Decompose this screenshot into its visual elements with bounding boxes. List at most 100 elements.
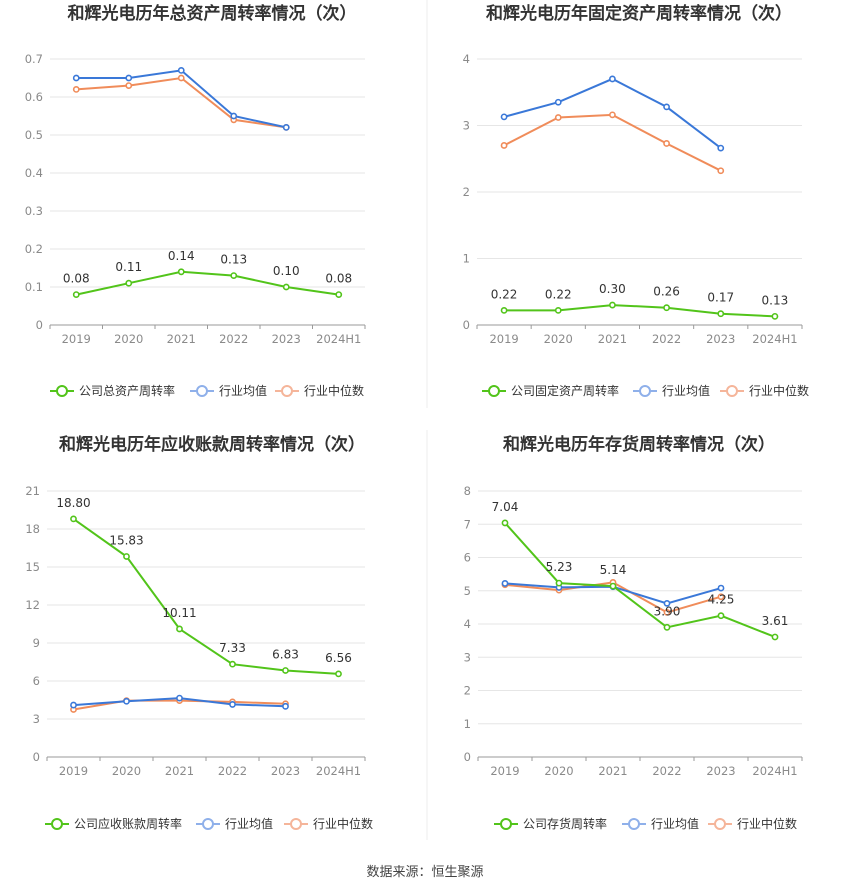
chart2-legend-label-3[interactable]: 行业中位数 — [749, 383, 809, 398]
chart1-y-tick-label: 0.1 — [25, 280, 43, 294]
chart2-y-tick-label: 0 — [463, 318, 470, 332]
chart2-legend-marker-2[interactable] — [639, 385, 651, 397]
chart4-series-point-2 — [717, 584, 725, 592]
chart4-series-point-3 — [717, 593, 725, 601]
chart2-series-point-2 — [500, 113, 508, 121]
chart2-series-point-2 — [663, 103, 670, 111]
chart3-series-point-2 — [176, 694, 183, 702]
data-source-note: 数据来源：恒生聚源 — [366, 865, 483, 880]
chart3-series-point-2 — [229, 701, 236, 708]
chart1-x-tick-label: 2024H1 — [316, 332, 361, 346]
chart1-data-label: 0.10 — [273, 264, 300, 278]
chart3-legend-label-1[interactable]: 公司应收账款周转率 — [74, 816, 182, 831]
chart3-y-tick-label: 12 — [25, 598, 40, 612]
chart4-series-line-1 — [504, 522, 776, 638]
chart4-x-tick-label: 2023 — [706, 764, 735, 778]
chart4-legend-label-3[interactable]: 行业中位数 — [737, 816, 797, 831]
chart1-data-label: 0.14 — [168, 249, 195, 263]
chart3-series-point-2 — [70, 701, 77, 709]
chart2-series-point-3 — [663, 140, 670, 147]
chart2-series-point-1 — [663, 304, 670, 312]
chart3-series-line-1 — [72, 518, 339, 675]
chart2-series-point-1 — [554, 306, 562, 314]
chart1-legend-marker-3[interactable] — [281, 385, 293, 397]
chart3-series-point-1 — [229, 660, 236, 668]
chart1-series-point-3 — [125, 82, 133, 89]
chart4-y-tick-label: 7 — [464, 517, 471, 531]
chart2-series-point-1 — [771, 312, 779, 320]
chart2-legend-marker-3[interactable] — [726, 385, 738, 397]
chart2-x-tick-label: 2022 — [652, 332, 681, 346]
chart1-y-tick-label: 0.3 — [25, 204, 43, 218]
chart3-data-label: 7.33 — [219, 641, 246, 655]
chart3-legend-marker-2[interactable] — [202, 818, 214, 830]
chart4-x-tick-label: 2021 — [598, 764, 627, 778]
chart1-y-tick-label: 0.7 — [25, 52, 43, 66]
chart4-data-label: 5.23 — [546, 560, 573, 574]
chart4-legend-marker-3[interactable] — [714, 818, 726, 830]
chart1-series-point-1 — [335, 291, 343, 298]
chart2-data-label: 0.17 — [707, 291, 734, 305]
chart3-x-tick-label: 2022 — [218, 764, 247, 778]
chart2-x-tick-label: 2023 — [706, 332, 735, 346]
chart4-series-point-2 — [663, 599, 671, 607]
chart4-legend-label-2[interactable]: 行业均值 — [651, 816, 699, 831]
chart3-legend-label-2[interactable]: 行业均值 — [225, 816, 273, 831]
chart3-title: 和辉光电历年应收账款周转率情况（次） — [59, 434, 365, 455]
chart1-legend-marker-1[interactable] — [56, 385, 68, 397]
chart2-series-point-3 — [500, 142, 508, 149]
chart2-title: 和辉光电历年固定资产周转率情况（次） — [486, 3, 792, 24]
chart1-series-point-1 — [72, 291, 80, 298]
chart3-data-label: 15.83 — [109, 533, 143, 547]
chart1-series-point-1 — [177, 268, 185, 276]
chart2-legend-label-2[interactable]: 行业均值 — [662, 383, 710, 398]
chart3-y-tick-label: 6 — [33, 674, 40, 688]
chart4-y-tick-label: 4 — [464, 617, 471, 631]
chart1-data-label: 0.13 — [220, 253, 247, 267]
chart2-y-tick-label: 3 — [463, 119, 470, 133]
chart2-series-point-1 — [609, 301, 616, 309]
chart3-legend-marker-1[interactable] — [51, 818, 63, 830]
chart3-x-tick-label: 2020 — [112, 764, 141, 778]
chart2-series-point-3 — [554, 114, 562, 121]
chart4-legend-label-1[interactable]: 公司存货周转率 — [523, 816, 607, 831]
chart4-legend-marker-2[interactable] — [628, 818, 640, 830]
chart1-title: 和辉光电历年总资产周转率情况（次） — [68, 3, 357, 24]
chart1-series-point-2 — [230, 112, 238, 120]
chart3-legend-marker-3[interactable] — [290, 818, 302, 830]
chart1-x-tick-label: 2023 — [272, 332, 301, 346]
chart3-y-tick-label: 18 — [25, 522, 40, 536]
chart1-legend-marker-2[interactable] — [196, 385, 208, 397]
chart4-legend-marker-1[interactable] — [500, 818, 512, 830]
chart2-series-point-1 — [500, 306, 508, 314]
chart4-y-tick-label: 3 — [464, 650, 471, 664]
chart1-data-label: 0.08 — [63, 272, 90, 286]
chart4-series-point-1 — [717, 612, 725, 620]
chart4-x-tick-label: 2024H1 — [752, 764, 797, 778]
chart1-series-point-2 — [72, 74, 80, 82]
chart4-data-label: 3.90 — [654, 604, 681, 618]
chart3-x-tick-label: 2021 — [165, 764, 194, 778]
chart3-y-tick-label: 3 — [33, 712, 40, 726]
chart4-y-tick-label: 2 — [464, 684, 471, 698]
chart3-x-tick-label: 2024H1 — [316, 764, 361, 778]
chart1-x-tick-label: 2020 — [114, 332, 143, 346]
chart2-legend-label-1[interactable]: 公司固定资产周转率 — [511, 383, 619, 398]
chart4-series-point-1 — [771, 633, 779, 641]
chart1-series-point-2 — [282, 124, 290, 131]
chart2-legend-marker-1[interactable] — [488, 385, 500, 397]
chart3-series-point-1 — [123, 553, 130, 560]
chart3-series-point-1 — [176, 625, 183, 633]
chart3-legend-label-3[interactable]: 行业中位数 — [313, 816, 373, 831]
chart1-y-tick-label: 0.5 — [25, 128, 43, 142]
chart1-legend-label-2[interactable]: 行业均值 — [219, 383, 267, 398]
chart3-series-point-1 — [282, 667, 289, 674]
chart1-legend-label-3[interactable]: 行业中位数 — [304, 383, 364, 398]
chart1-series-point-3 — [72, 86, 80, 93]
chart1-x-tick-label: 2019 — [62, 332, 91, 346]
chart2-data-label: 0.22 — [491, 287, 518, 301]
chart4-data-label: 5.14 — [600, 563, 627, 577]
chart3-data-label: 18.80 — [56, 496, 90, 510]
chart1-legend-label-1[interactable]: 公司总资产周转率 — [79, 383, 175, 398]
